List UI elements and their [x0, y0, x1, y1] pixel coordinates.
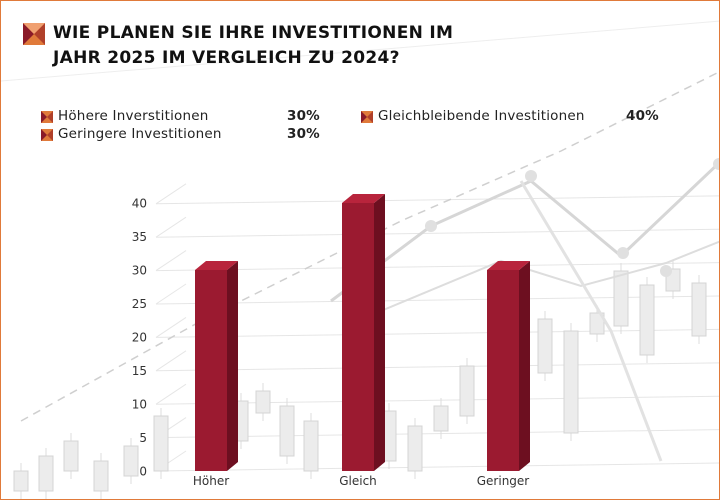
y-tick-label: 0: [139, 465, 147, 479]
bar-front: [342, 203, 374, 471]
envelope-x-icon: [41, 129, 53, 141]
y-tick-label: 40: [132, 197, 147, 211]
y-tick-label: 10: [132, 398, 147, 412]
bar-2: [487, 261, 530, 471]
y-tick-label: 30: [132, 264, 147, 278]
bar-front: [487, 270, 519, 471]
bar-side: [374, 194, 385, 471]
legend-label: Gleichbleibende Investitionen: [378, 108, 585, 124]
y-axis: 0 5 10 15 20 25 30 35 40: [132, 197, 147, 479]
chart-title: WIE PLANEN SIE IHRE INVESTITIONEN IM JAH…: [53, 23, 454, 68]
bar-0: [195, 261, 238, 471]
bar-top: [195, 261, 238, 270]
x-tick-label: Höher: [193, 474, 229, 488]
y-tick-label: 20: [132, 331, 147, 345]
y-tick-label: 35: [132, 230, 147, 244]
x-tick-label: Gleich: [339, 474, 377, 488]
envelope-x-icon: [23, 23, 45, 45]
x-tick-label: Geringer: [477, 474, 530, 488]
bar-top: [487, 261, 530, 270]
bar-top: [342, 194, 385, 203]
bar-front: [195, 270, 227, 471]
legend-value: 30%: [287, 126, 320, 142]
legend-value: 40%: [626, 108, 659, 124]
envelope-x-icon: [361, 111, 373, 123]
legend-label: Geringere Investitionen: [58, 126, 222, 142]
y-tick-label: 5: [139, 431, 147, 445]
legend-value: 30%: [287, 108, 320, 124]
bar-side: [227, 261, 238, 471]
bar-1: [342, 194, 385, 471]
legend-label: Höhere Inverstitionen: [58, 108, 209, 124]
envelope-x-icon: [41, 111, 53, 123]
bar-side: [519, 261, 530, 471]
y-tick-label: 25: [132, 297, 147, 311]
y-tick-label: 15: [132, 364, 147, 378]
